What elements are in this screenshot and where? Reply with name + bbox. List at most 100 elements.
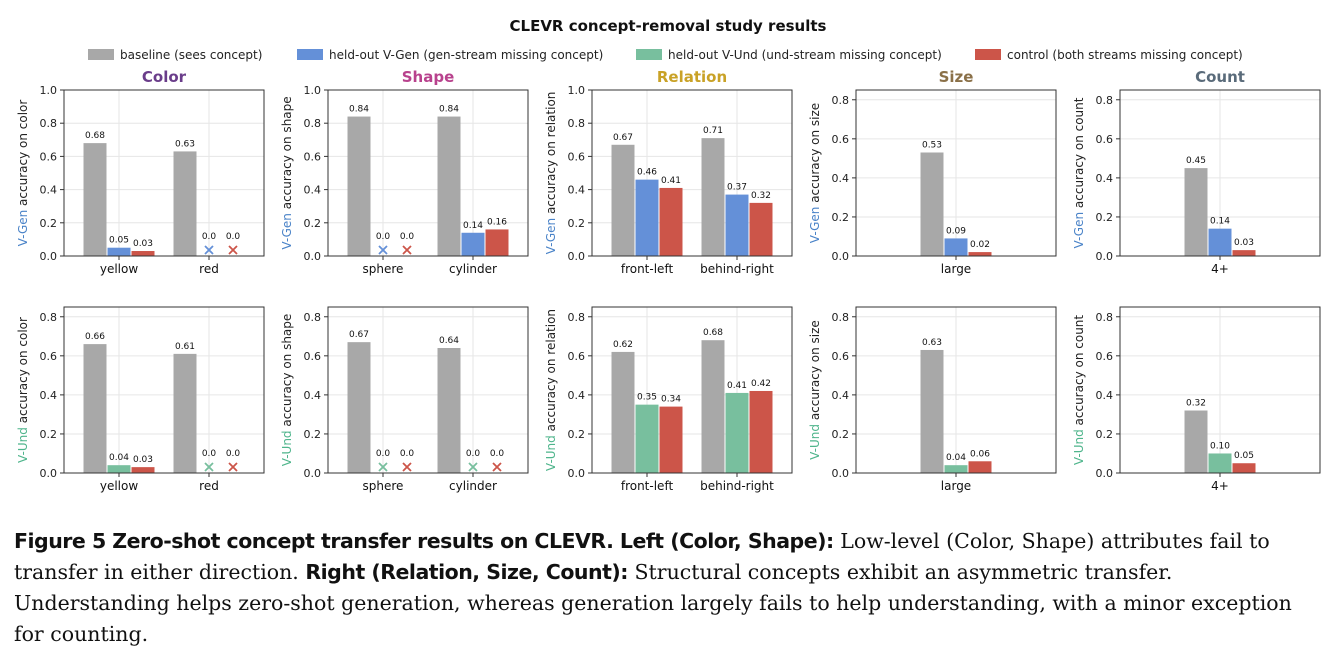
legend: baseline (sees concept) held-out V-Gen (g…: [88, 48, 1243, 62]
y-axis-label-metric: accuracy on count: [1072, 315, 1086, 430]
panel-Relation-0-2: 0.0 0.2 0.4 0.6 0.8 1.0 0.67 0.46 0.41 front-left…: [544, 68, 793, 276]
x-tick-label: behind-right: [700, 479, 774, 493]
chart-panels: 0.0 0.2 0.4 0.6 0.8 1.0 0.68 0.05 0.03 yellow 0.63…: [16, 68, 1321, 493]
y-tick-label: 0.8: [568, 311, 586, 324]
bar-control-large: [968, 461, 992, 473]
data-label: 0.03: [1234, 238, 1254, 248]
legend-swatch-baseline: [88, 49, 114, 60]
data-label: 0.0: [376, 449, 391, 459]
y-tick-label: 0.0: [304, 467, 322, 480]
zero-marker-gen-red: [204, 245, 214, 255]
y-tick-label: 0.8: [568, 117, 586, 130]
axes-frame: [63, 89, 265, 257]
zero-marker-und-cylinder: [468, 462, 478, 472]
panel-Color-0-0: 0.0 0.2 0.4 0.6 0.8 1.0 0.68 0.05 0.03 yellow 0.63…: [16, 68, 265, 276]
bar-control-4+: [1232, 463, 1256, 473]
bar-baseline-4+: [1184, 410, 1208, 473]
data-label: 0.61: [175, 342, 195, 352]
legend-swatch-gen: [297, 49, 323, 60]
x-tick-label: 4+: [1211, 479, 1229, 493]
legend-swatch-control: [975, 49, 1001, 60]
y-tick-label: 0.0: [40, 467, 58, 480]
legend-label-gen: held-out V-Gen (gen-stream missing conce…: [329, 48, 603, 62]
bar-control-front-left: [659, 406, 683, 473]
y-tick-label: 0.0: [1096, 467, 1114, 480]
bar-gen-front-left: [635, 179, 659, 256]
data-label: 0.53: [922, 140, 942, 150]
panel-title: Relation: [657, 68, 727, 86]
bar-und-yellow: [107, 465, 131, 473]
bar-baseline-behind-right: [701, 138, 725, 256]
y-tick-label: 1.0: [304, 84, 322, 97]
data-label: 0.05: [109, 236, 129, 246]
axes-frame: [591, 306, 793, 474]
data-label: 0.0: [490, 449, 505, 459]
y-axis-label: V-Gen accuracy on shape: [280, 96, 294, 249]
y-tick-label: 0.8: [832, 311, 850, 324]
bar-baseline-cylinder: [437, 348, 461, 473]
legend-label-und: held-out V-Und (und-stream missing conce…: [668, 48, 942, 62]
y-tick-label: 1.0: [40, 84, 58, 97]
y-axis-label: V-Gen accuracy on color: [16, 100, 30, 247]
y-axis-label: V-Gen accuracy on count: [1072, 97, 1086, 248]
x-tick-label: large: [941, 262, 971, 276]
zero-marker-control-cylinder: [492, 462, 502, 472]
bar-baseline-front-left: [611, 144, 635, 256]
y-tick-label: 0.8: [304, 311, 322, 324]
y-axis-label-metric: accuracy on color: [16, 317, 30, 427]
bar-baseline-4+: [1184, 168, 1208, 256]
panel-row2-1-4: 0.0 0.2 0.4 0.6 0.8 0.32 0.10 0.05 4+ V-Und accur…: [1072, 306, 1321, 493]
bar-gen-cylinder: [461, 232, 485, 256]
y-tick-label: 0.4: [832, 172, 850, 185]
y-tick-label: 0.6: [1096, 350, 1114, 363]
bar-baseline-yellow: [83, 344, 107, 473]
caption-right-head: Right (Relation, Size, Count):: [305, 560, 628, 584]
x-tick-label: red: [199, 479, 219, 493]
bar-gen-yellow: [107, 247, 131, 256]
y-tick-label: 0.4: [568, 184, 586, 197]
zero-marker-control-red: [228, 462, 238, 472]
data-label: 0.0: [400, 232, 415, 242]
data-label: 0.35: [637, 393, 657, 403]
y-tick-label: 0.4: [40, 184, 58, 197]
y-tick-label: 0.2: [568, 428, 586, 441]
panel-title: Count: [1195, 68, 1245, 86]
y-tick-label: 0.4: [40, 389, 58, 402]
y-axis-label-metric: accuracy on color: [16, 100, 30, 210]
caption-left-head: Left (Color, Shape):: [619, 529, 834, 553]
y-tick-label: 0.6: [304, 150, 322, 163]
zero-marker-gen-sphere: [378, 245, 388, 255]
panel-Shape-0-1: 0.0 0.2 0.4 0.6 0.8 1.0 0.84 0.0 0.0 sphere 0.84 0.…: [280, 68, 529, 276]
y-tick-label: 0.6: [1096, 133, 1114, 146]
axes-frame: [1119, 89, 1321, 257]
data-label: 0.62: [613, 340, 633, 350]
y-tick-label: 0.8: [832, 94, 850, 107]
y-tick-label: 0.2: [304, 217, 322, 230]
x-tick-label: yellow: [100, 262, 138, 276]
data-label: 0.03: [133, 455, 153, 465]
data-label: 0.42: [751, 379, 771, 389]
data-label: 0.45: [1186, 156, 1206, 166]
bar-baseline-red: [173, 151, 197, 256]
data-label: 0.84: [439, 105, 459, 115]
y-axis-label-model: V-Und: [544, 435, 558, 471]
legend-label-baseline: baseline (sees concept): [120, 48, 262, 62]
bar-und-4+: [1208, 453, 1232, 473]
y-tick-label: 0.0: [40, 250, 58, 263]
zero-marker-control-sphere: [402, 462, 412, 472]
bar-control-yellow: [131, 251, 155, 256]
y-tick-label: 0.0: [832, 250, 850, 263]
y-tick-label: 0.4: [568, 389, 586, 402]
x-tick-label: sphere: [363, 262, 404, 276]
y-axis-label-model: V-Und: [280, 430, 294, 466]
zero-marker-und-red: [204, 462, 214, 472]
bar-control-yellow: [131, 467, 155, 473]
bar-und-large: [944, 465, 968, 473]
y-axis-label-model: V-Gen: [16, 210, 30, 247]
data-label: 0.0: [226, 449, 241, 459]
panel-Size-0-3: 0.0 0.2 0.4 0.6 0.8 0.53 0.09 0.02 large Size V-Ge…: [808, 68, 1057, 276]
data-label: 0.03: [133, 239, 153, 249]
data-label: 0.68: [703, 328, 723, 338]
panel-Count-0-4: 0.0 0.2 0.4 0.6 0.8 0.45 0.14 0.03 4+ Count V-Gen …: [1072, 68, 1321, 276]
y-axis-label: V-Gen accuracy on relation: [544, 92, 558, 255]
